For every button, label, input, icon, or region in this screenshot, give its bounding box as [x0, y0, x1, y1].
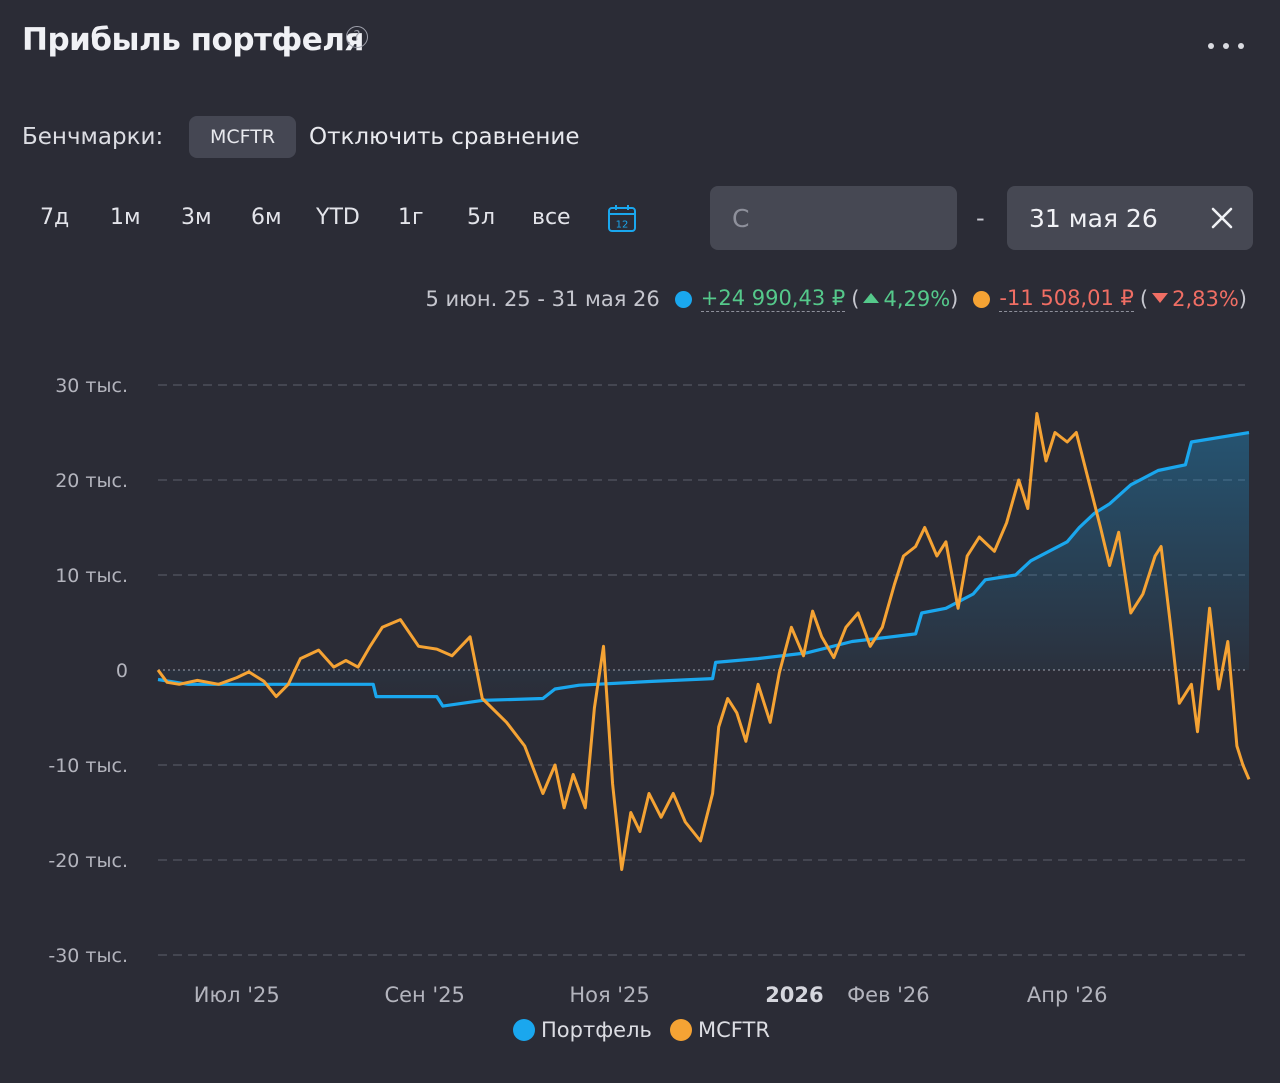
period-1y[interactable]: 1г [398, 205, 424, 230]
series-line-mcftr[interactable] [156, 412, 1251, 871]
y-tick-label: -10 тыс. [48, 755, 128, 777]
portfolio-profit-pct: 4,29% [883, 287, 951, 311]
period-3m[interactable]: 3м [181, 205, 212, 230]
benchmark-close-paren: ) [1238, 287, 1247, 311]
y-tick-label: 0 [116, 660, 128, 682]
date-to-box [1007, 186, 1253, 252]
period-5y[interactable]: 5л [467, 205, 496, 230]
summary-period: 5 июн. 25 - 31 мая 26 [425, 287, 660, 311]
portfolio-area-fill [158, 432, 1249, 707]
portfolio-profit-value[interactable]: +24 990,43 ₽ [700, 286, 846, 312]
calendar-icon[interactable]: 12 [607, 203, 637, 233]
benchmark-profit-value[interactable]: -11 508,01 ₽ [999, 286, 1134, 312]
calendar-day-number: 12 [616, 220, 629, 231]
help-icon[interactable]: ? [346, 26, 368, 48]
x-tick-label: Июл '25 [194, 983, 280, 1007]
benchmark-dot-icon [973, 290, 991, 308]
y-tick-label: -30 тыс. [48, 945, 128, 967]
legend-label-mcftr: MCFTR [698, 1018, 770, 1042]
more-options-icon[interactable] [1208, 38, 1244, 54]
clear-date-icon[interactable] [1210, 206, 1234, 230]
series-line-portfolio[interactable] [157, 431, 1250, 708]
disable-comparison-button[interactable]: Отключить сравнение [309, 124, 580, 150]
legend-dot-portfolio-icon [513, 1019, 535, 1041]
date-to-input[interactable] [1027, 186, 1191, 252]
portfolio-close-paren: ) [950, 287, 959, 311]
period-6m[interactable]: 6м [251, 205, 282, 230]
period-1m[interactable]: 1м [110, 205, 141, 230]
period-7d[interactable]: 7д [40, 205, 70, 230]
x-tick-label: Ноя '25 [569, 983, 649, 1007]
date-range-dash: - [976, 204, 985, 232]
period-summary: 5 июн. 25 - 31 мая 26 +24 990,43 ₽ ( 4,2… [425, 286, 1247, 312]
benchmarks-label: Бенчмарки: [22, 124, 164, 150]
benchmark-open-paren: ( [1139, 287, 1149, 311]
legend-dot-mcftr-icon [670, 1019, 692, 1041]
portfolio-open-paren: ( [851, 287, 860, 311]
x-tick-label: Сен '25 [384, 983, 464, 1007]
benchmark-profit-pct: 2,83% [1172, 287, 1239, 311]
y-tick-label: -20 тыс. [48, 850, 128, 872]
benchmark-chip-mcftr[interactable]: MCFTR [189, 116, 296, 158]
y-tick-label: 30 тыс. [55, 375, 128, 397]
legend-item-portfolio[interactable]: Портфель [513, 1018, 652, 1042]
profit-chart[interactable]: 30 тыс. 20 тыс. 10 тыс. 0 -10 тыс. -20 тыс. -3… [0, 330, 1280, 1020]
legend-label-portfolio: Портфель [541, 1018, 652, 1042]
portfolio-dot-icon [674, 290, 692, 308]
page-title: Прибыль портфеля [22, 22, 364, 58]
y-tick-label: 10 тыс. [55, 565, 128, 587]
date-from-input[interactable] [730, 186, 944, 252]
period-all[interactable]: все [532, 205, 571, 230]
period-ytd[interactable]: YTD [316, 205, 360, 230]
y-tick-label: 20 тыс. [55, 470, 128, 492]
x-tick-label: Апр '26 [1027, 983, 1108, 1007]
triangle-down-icon [1152, 293, 1169, 303]
legend-item-mcftr[interactable]: MCFTR [670, 1018, 770, 1042]
x-tick-label: Фев '26 [847, 983, 930, 1007]
triangle-up-icon [863, 293, 880, 303]
date-from-box [710, 186, 957, 252]
x-tick-label: 2026 [765, 983, 823, 1007]
